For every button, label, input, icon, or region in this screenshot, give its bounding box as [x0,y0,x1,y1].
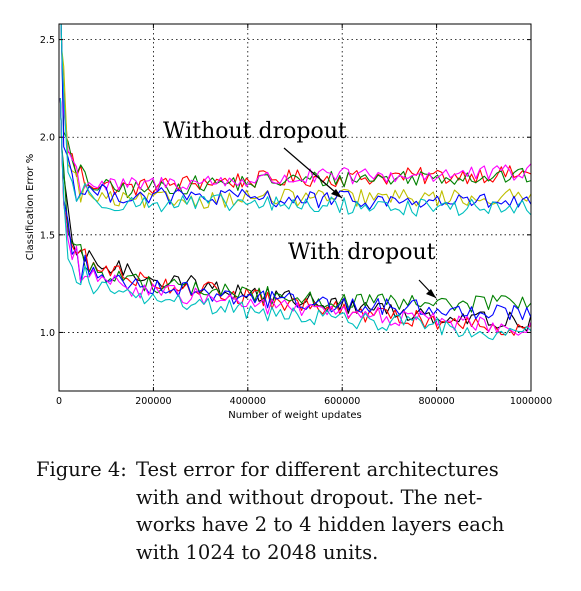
annotation-arrow-without-dropout [283,147,343,199]
y-tick-label: 2.5 [40,35,55,46]
caption-row: works have 2 to 4 hidden layers each [36,511,556,539]
ticks [58,24,532,391]
caption-row: Figure 4: Test error for different archi… [36,456,556,484]
series-line-with-dropout [59,98,531,336]
y-tick-labels: 1.0 1.5 2.0 2.5 [40,35,55,339]
caption-label: Figure 4: [36,458,127,481]
annotations: Without dropout With dropout [163,119,437,299]
annotation-arrowhead-with-dropout [426,289,436,298]
caption-line: with and without dropout. The net- [136,485,483,509]
series-line-without-dropout [60,24,531,209]
x-tick-label: 800000 [418,396,454,407]
series-line-with-dropout [59,98,531,321]
series-line-with-dropout [59,98,531,313]
x-tick-labels: 0 200000 400000 600000 800000 1000000 [56,396,552,407]
y-tick-label: 1.0 [40,328,55,339]
series-line-without-dropout [60,24,531,194]
x-tick-label: 0 [56,396,62,407]
caption-indent [36,484,136,512]
annotation-without-dropout: Without dropout [163,119,347,144]
y-tick-label: 1.5 [40,230,55,241]
series-line-without-dropout [60,24,531,210]
series-layer [59,24,531,341]
caption-indent [36,539,136,567]
series-line-with-dropout [59,98,531,332]
chart: 0 200000 400000 600000 800000 1000000 1.0 1.5 2… [25,23,552,421]
caption-line: Test error for different architectures [136,458,499,481]
annotation-arrowhead-without-dropout [331,189,342,198]
plot-background [59,24,531,391]
caption-line: works have 2 to 4 hidden layers each [136,513,505,536]
x-tick-label: 200000 [135,396,171,407]
series-line-with-dropout [59,98,531,336]
caption-line: with 1024 to 2048 units. [136,540,379,564]
plot-frame [58,23,532,392]
annotation-with-dropout: With dropout [288,240,436,265]
x-axis-label: Number of weight updates [228,410,362,421]
y-tick-label: 2.0 [40,133,55,144]
caption-row: with 1024 to 2048 units. [36,539,556,567]
series-line-without-dropout [60,24,531,217]
caption-indent [36,511,136,539]
series-line-with-dropout [59,98,531,341]
x-tick-label: 1000000 [510,396,552,407]
caption-row: with and without dropout. The net- [36,484,556,512]
x-tick-label: 400000 [230,396,266,407]
x-tick-label: 600000 [324,396,360,407]
figure-caption: Figure 4: Test error for different archi… [36,456,556,566]
series-line-without-dropout [60,24,531,199]
y-axis-label: Classification Error % [25,154,36,260]
